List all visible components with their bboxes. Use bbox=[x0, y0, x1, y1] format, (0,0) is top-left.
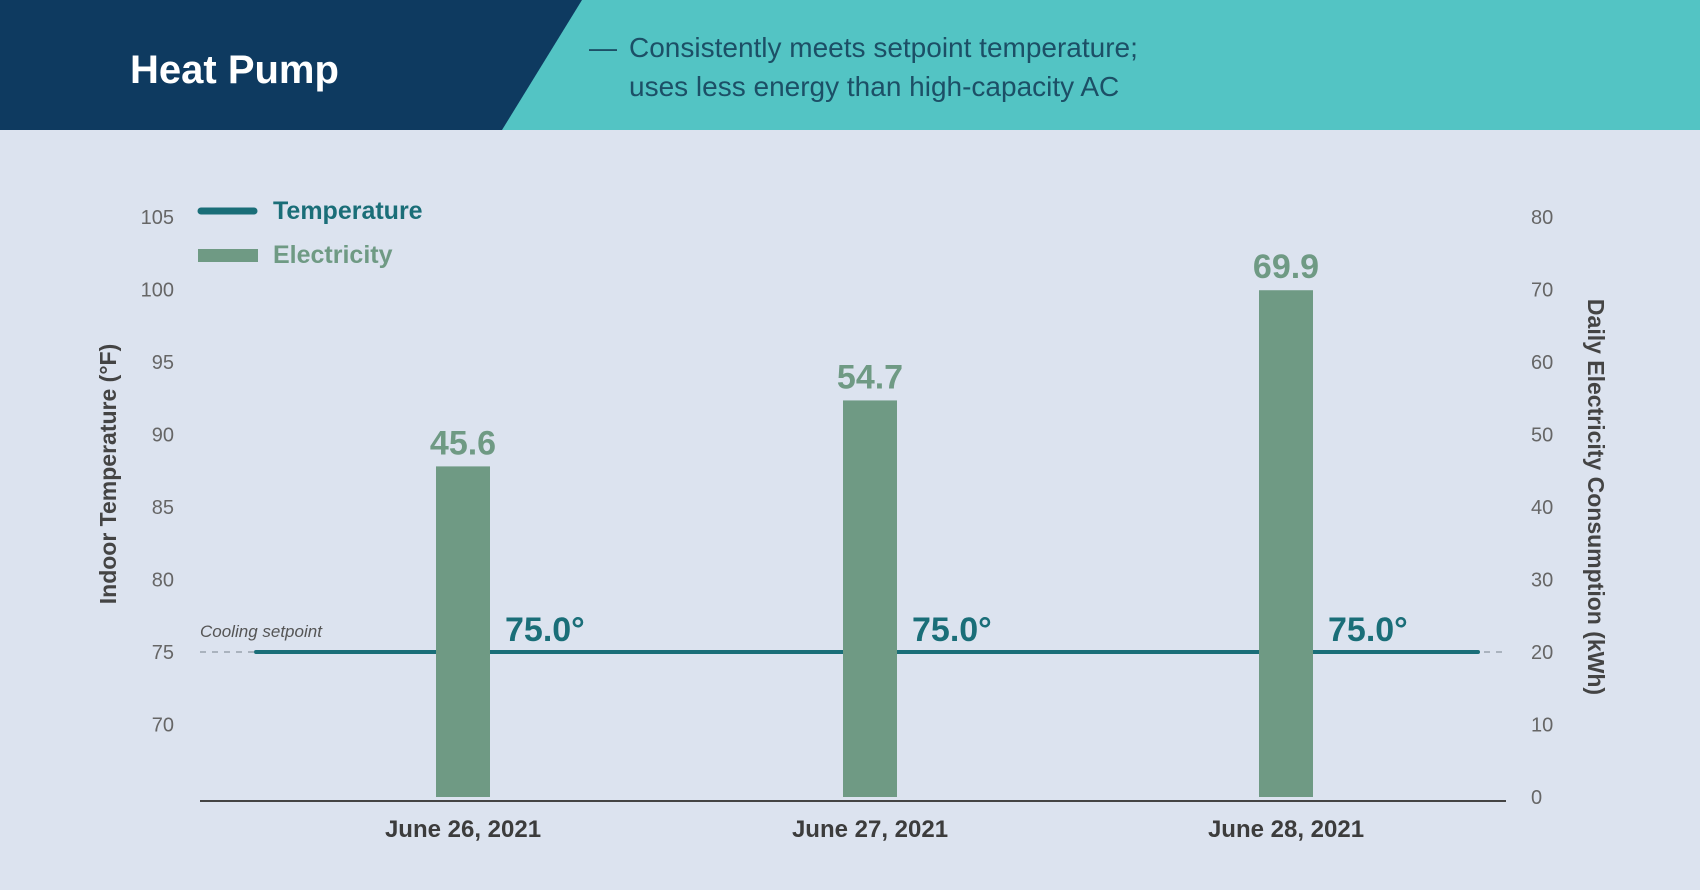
left-tick-label: 105 bbox=[141, 207, 174, 229]
header-banner bbox=[0, 0, 1700, 130]
left-tick-label: 100 bbox=[141, 280, 174, 302]
left-tick-label: 85 bbox=[152, 497, 174, 519]
page-title: Heat Pump bbox=[130, 48, 339, 92]
electricity-value-label: 45.6 bbox=[430, 424, 496, 462]
x-tick-label: June 26, 2021 bbox=[385, 816, 541, 843]
x-tick-label: June 27, 2021 bbox=[792, 816, 948, 843]
left-tick-label: 75 bbox=[152, 642, 174, 664]
subtitle-dash: — bbox=[589, 32, 617, 63]
temperature-value-label: 75.0° bbox=[1328, 611, 1408, 649]
electricity-bar bbox=[436, 466, 490, 797]
temperature-value-label: 75.0° bbox=[505, 611, 585, 649]
temperature-value-label: 75.0° bbox=[912, 611, 992, 649]
legend-electricity-swatch bbox=[198, 249, 258, 262]
left-axis-title: Indoor Temperature (°F) bbox=[95, 344, 121, 605]
left-tick-label: 80 bbox=[152, 570, 174, 592]
right-tick-label: 10 bbox=[1531, 715, 1553, 737]
subtitle-line-1: Consistently meets setpoint temperature; bbox=[629, 32, 1138, 63]
electricity-value-label: 54.7 bbox=[837, 358, 903, 396]
right-tick-label: 60 bbox=[1531, 352, 1553, 374]
electricity-value-label: 69.9 bbox=[1253, 248, 1319, 286]
title-background bbox=[0, 0, 582, 130]
right-tick-label: 80 bbox=[1531, 207, 1553, 229]
right-tick-label: 30 bbox=[1531, 570, 1553, 592]
right-tick-label: 0 bbox=[1531, 787, 1542, 809]
legend-electricity-label: Electricity bbox=[273, 241, 393, 269]
x-tick-label: June 28, 2021 bbox=[1208, 816, 1364, 843]
right-tick-label: 50 bbox=[1531, 425, 1553, 447]
left-tick-label: 90 bbox=[152, 425, 174, 447]
subtitle-line-2: uses less energy than high-capacity AC bbox=[629, 71, 1120, 102]
setpoint-annotation: Cooling setpoint bbox=[200, 622, 323, 641]
right-tick-label: 20 bbox=[1531, 642, 1553, 664]
left-tick-label: 70 bbox=[152, 715, 174, 737]
right-tick-label: 70 bbox=[1531, 280, 1553, 302]
electricity-bar bbox=[1259, 290, 1313, 797]
left-tick-label: 95 bbox=[152, 352, 174, 374]
electricity-bar bbox=[843, 400, 897, 797]
right-tick-label: 40 bbox=[1531, 497, 1553, 519]
legend-temperature-label: Temperature bbox=[273, 197, 423, 225]
right-axis-title: Daily Electricity Consumption (kWh) bbox=[1583, 299, 1609, 695]
